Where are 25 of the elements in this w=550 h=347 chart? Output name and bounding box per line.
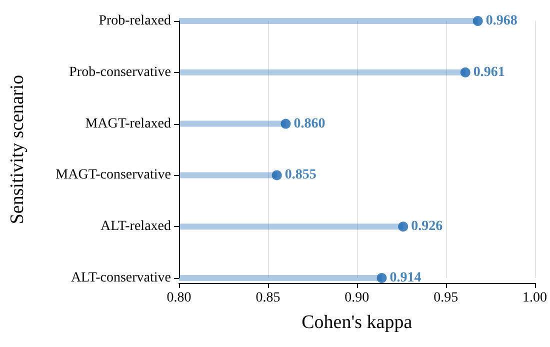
data-label: 0.968 xyxy=(486,14,518,28)
y-tick-label: Prob-conservative xyxy=(69,64,171,80)
x-tick-label: 0.80 xyxy=(166,290,192,306)
x-tick-label: 1.00 xyxy=(522,290,547,306)
y-tick-label: Prob-relaxed xyxy=(98,14,171,28)
y-tick-label: MAGT-conservative xyxy=(56,168,171,183)
data-label: 0.961 xyxy=(473,64,505,80)
point xyxy=(280,118,291,129)
data-label: 0.914 xyxy=(390,270,422,286)
data-label: 0.855 xyxy=(284,168,316,183)
x-axis-title: Cohen's kappa xyxy=(302,312,413,333)
point xyxy=(398,222,408,232)
data-label: 0.860 xyxy=(294,116,326,132)
data-label: 0.926 xyxy=(411,219,443,234)
point xyxy=(472,16,483,26)
y-tick-label: ALT-conservative xyxy=(70,270,171,286)
x-tick-label: 0.90 xyxy=(344,290,370,306)
point xyxy=(460,67,470,78)
y-axis-title: Sensitivity scenario xyxy=(7,74,28,224)
y-tick-label: ALT-relaxed xyxy=(100,219,171,234)
x-tick-label: 0.95 xyxy=(434,290,458,306)
point xyxy=(272,170,282,180)
y-tick-label: MAGT-relaxed xyxy=(85,116,171,132)
x-tick-label: 0.85 xyxy=(256,290,280,306)
point xyxy=(376,273,387,283)
